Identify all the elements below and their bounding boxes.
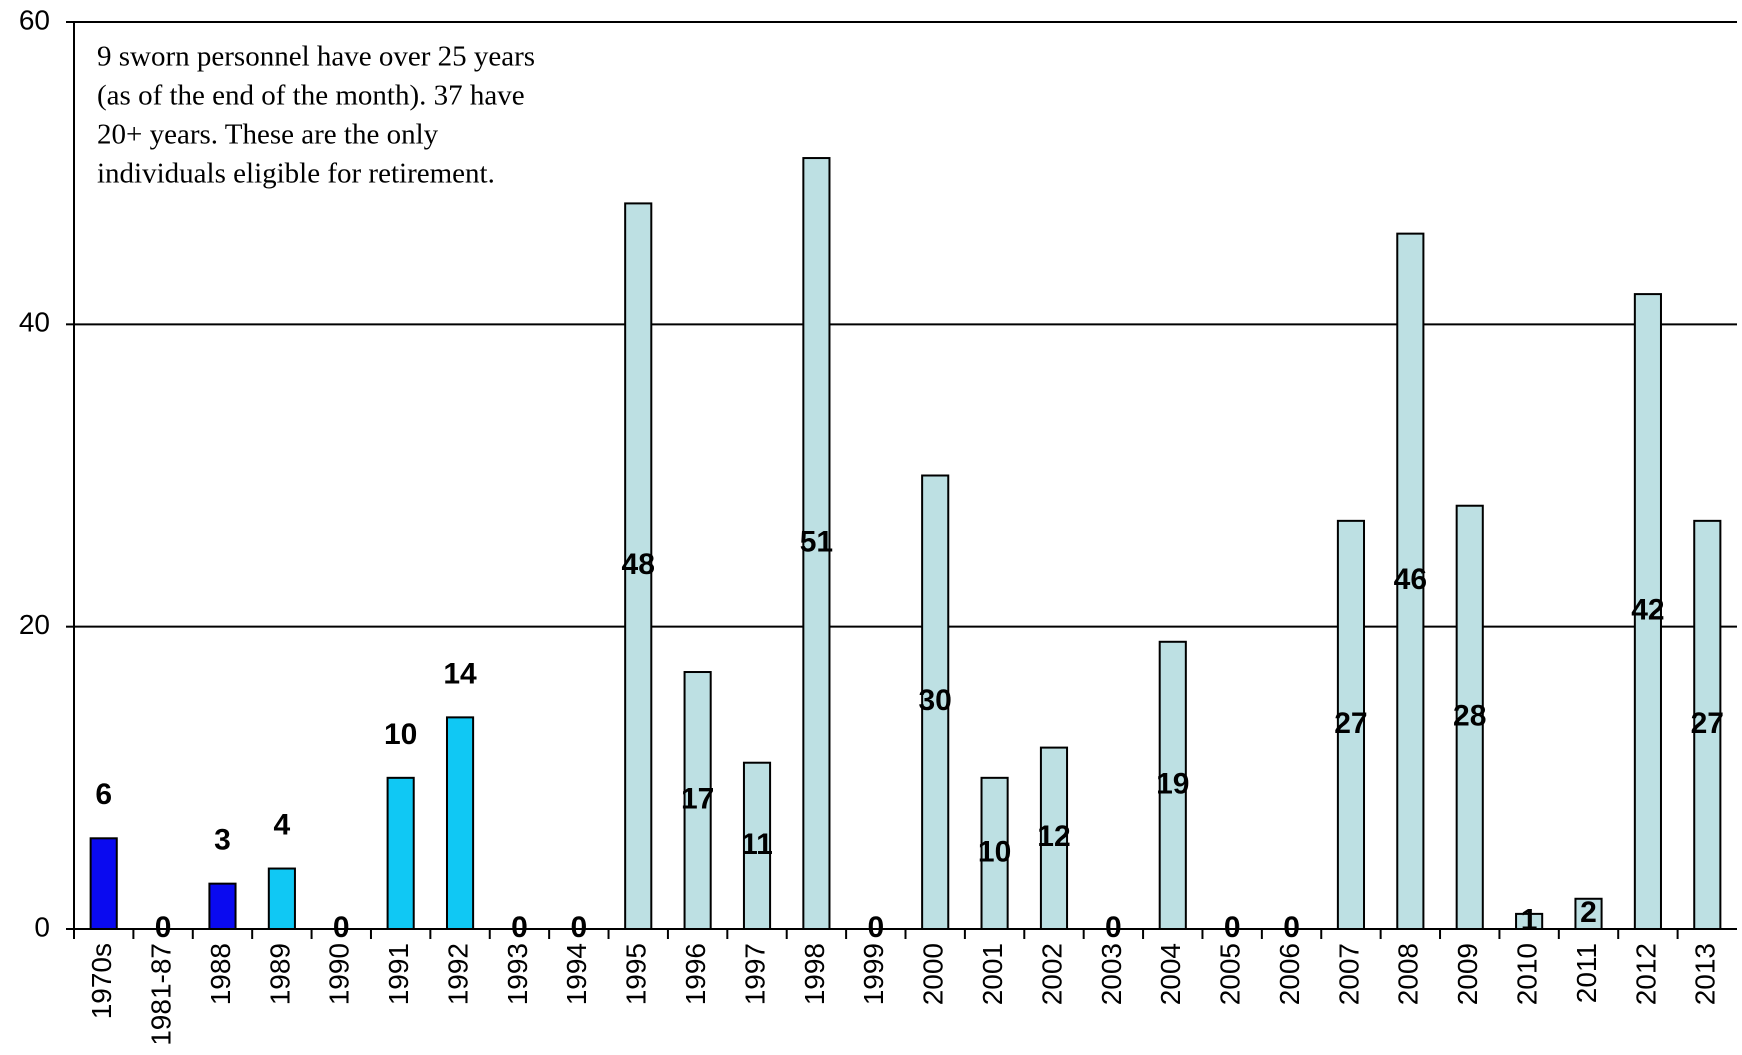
value-label: 27 <box>1334 707 1367 740</box>
bar <box>980 776 1009 930</box>
x-tick-label: 2010 <box>1512 943 1543 1005</box>
x-tick-label: 2009 <box>1452 943 1483 1005</box>
bar <box>742 761 772 931</box>
x-tick-label: 2000 <box>918 943 949 1005</box>
x-tick-label: 1995 <box>621 943 652 1005</box>
x-tick-label: 2005 <box>1215 943 1246 1005</box>
x-tick-label: 1981-87 <box>145 943 176 1046</box>
value-label: 0 <box>867 911 884 944</box>
x-tick-label: 1998 <box>799 943 830 1005</box>
value-label: 10 <box>384 718 417 751</box>
value-label: 10 <box>978 835 1011 868</box>
bar <box>1455 504 1484 930</box>
value-label: 0 <box>1224 911 1241 944</box>
value-label: 48 <box>622 548 655 581</box>
bar <box>267 867 296 930</box>
value-label: 3 <box>214 824 231 857</box>
value-label: 51 <box>800 525 833 558</box>
bar <box>921 474 950 930</box>
x-tick-label: 2001 <box>977 943 1008 1005</box>
value-label: 42 <box>1631 593 1664 626</box>
x-tick-label: 2004 <box>1155 943 1186 1005</box>
bar <box>802 157 831 931</box>
x-tick-label: 2011 <box>1571 943 1602 1003</box>
x-tick-label: 1989 <box>264 943 295 1005</box>
x-tick-label: 1970s <box>86 943 117 1019</box>
value-label: 46 <box>1394 563 1427 596</box>
x-tick-label: 1993 <box>502 943 533 1005</box>
value-label: 12 <box>1037 820 1070 853</box>
value-label: 0 <box>570 911 587 944</box>
value-label: 2 <box>1580 896 1597 929</box>
bar <box>1158 640 1187 930</box>
bar <box>445 716 475 930</box>
value-label: 14 <box>443 657 477 690</box>
value-label: 27 <box>1691 707 1724 740</box>
x-tick-label: 2006 <box>1274 943 1305 1005</box>
x-tick-label: 2012 <box>1630 943 1661 1005</box>
annotation: 9 sworn personnel have over 25 years (as… <box>97 41 535 190</box>
x-tick-label: 1996 <box>680 943 711 1005</box>
y-tick-label: 40 <box>19 307 50 338</box>
x-tick-label: 2007 <box>1333 943 1364 1005</box>
annotation-line: 20+ years. These are the only <box>97 119 439 151</box>
value-label: 11 <box>741 828 773 861</box>
value-label: 0 <box>155 911 172 944</box>
value-label: 6 <box>95 778 112 811</box>
value-label: 1 <box>1521 903 1538 936</box>
value-label: 4 <box>274 808 291 841</box>
x-tick-label: 1988 <box>205 943 236 1005</box>
x-tick-label: 1997 <box>739 943 770 1005</box>
x-tick-label: 1991 <box>383 943 414 1005</box>
bar <box>1633 293 1662 931</box>
annotation-line: (as of the end of the month). 37 have <box>97 80 525 112</box>
y-tick-label: 0 <box>34 911 50 942</box>
x-tick-label: 1999 <box>858 943 889 1005</box>
x-tick-label: 2008 <box>1393 943 1424 1005</box>
bar <box>1396 232 1425 930</box>
x-tick-label: 1992 <box>442 943 473 1005</box>
bar <box>89 837 118 930</box>
bar <box>1336 519 1366 930</box>
value-label: 0 <box>511 911 528 944</box>
value-label: 0 <box>333 911 350 944</box>
y-tick-label: 20 <box>19 609 50 640</box>
value-label: 30 <box>919 684 952 717</box>
x-tick-label: 1990 <box>324 943 355 1005</box>
x-tick-label: 2013 <box>1690 943 1721 1005</box>
y-tick-label: 60 <box>19 4 50 35</box>
bar <box>208 882 237 931</box>
annotation-line: 9 sworn personnel have over 25 years <box>97 41 535 73</box>
x-tick-label: 1994 <box>561 943 592 1005</box>
annotation-line: individuals eligible for retirement. <box>97 158 495 190</box>
value-label: 0 <box>1105 911 1122 944</box>
value-label: 0 <box>1283 911 1300 944</box>
value-label: 17 <box>681 782 714 815</box>
value-label: 19 <box>1156 767 1189 800</box>
value-label: 28 <box>1453 699 1486 732</box>
bar <box>386 776 415 930</box>
bar <box>683 671 712 930</box>
x-tick-label: 2002 <box>1036 943 1067 1005</box>
x-tick-label: 2003 <box>1096 943 1127 1005</box>
